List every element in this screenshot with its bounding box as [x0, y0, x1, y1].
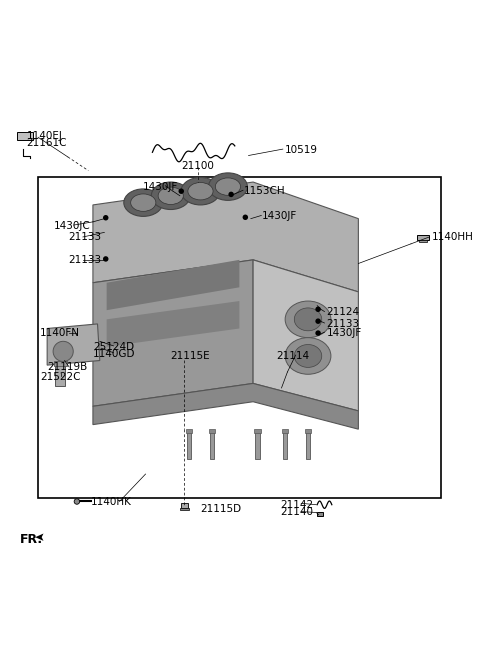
- Bar: [417, 235, 429, 240]
- Polygon shape: [47, 324, 100, 365]
- Text: 1140GD: 1140GD: [93, 349, 135, 359]
- Text: 1430JF: 1430JF: [262, 212, 298, 221]
- Polygon shape: [93, 384, 359, 429]
- Text: 21115E: 21115E: [171, 351, 210, 361]
- Text: 25124D: 25124D: [93, 342, 134, 351]
- Bar: [38, 177, 441, 498]
- Text: 10519: 10519: [285, 145, 318, 155]
- Text: FR.: FR.: [20, 533, 43, 545]
- Text: 1140EJ: 1140EJ: [26, 131, 62, 141]
- Polygon shape: [107, 301, 240, 347]
- Text: 21115D: 21115D: [201, 505, 241, 514]
- Text: 21114: 21114: [276, 351, 309, 361]
- Circle shape: [315, 319, 321, 324]
- Circle shape: [228, 192, 234, 197]
- Text: 21119B: 21119B: [47, 363, 87, 373]
- Polygon shape: [180, 509, 190, 510]
- Bar: [254, 429, 261, 433]
- Text: 21133: 21133: [68, 255, 101, 265]
- Text: 21142: 21142: [281, 500, 314, 510]
- Circle shape: [315, 330, 321, 336]
- Bar: [54, 361, 67, 366]
- Bar: [209, 429, 215, 433]
- Circle shape: [103, 215, 108, 221]
- Ellipse shape: [285, 301, 331, 338]
- Circle shape: [315, 307, 321, 312]
- Text: 1430JF: 1430JF: [143, 181, 179, 192]
- Bar: [317, 512, 323, 516]
- Bar: [55, 365, 65, 386]
- Bar: [306, 432, 310, 459]
- Bar: [419, 240, 427, 242]
- Text: 1430JC: 1430JC: [54, 221, 91, 231]
- Ellipse shape: [285, 338, 331, 374]
- Circle shape: [53, 342, 73, 361]
- Polygon shape: [35, 533, 44, 541]
- Polygon shape: [181, 503, 188, 509]
- Text: 1153CH: 1153CH: [244, 186, 286, 196]
- Ellipse shape: [188, 183, 213, 200]
- Ellipse shape: [131, 194, 156, 212]
- Text: 21133: 21133: [68, 232, 101, 242]
- Polygon shape: [253, 260, 359, 411]
- Bar: [187, 432, 192, 459]
- Circle shape: [179, 189, 184, 194]
- Ellipse shape: [181, 177, 220, 205]
- Text: 21124: 21124: [326, 307, 360, 317]
- Circle shape: [103, 256, 108, 261]
- Bar: [255, 432, 260, 459]
- Ellipse shape: [208, 173, 247, 200]
- Text: 21140: 21140: [281, 507, 313, 518]
- Bar: [282, 429, 288, 433]
- Text: 1140FN: 1140FN: [40, 328, 80, 338]
- Bar: [186, 429, 192, 433]
- Text: 1140HK: 1140HK: [91, 497, 132, 507]
- Ellipse shape: [151, 182, 190, 210]
- Text: 1430JF: 1430JF: [326, 328, 361, 338]
- Text: 21133: 21133: [326, 319, 360, 329]
- Circle shape: [74, 499, 80, 504]
- Text: 21161C: 21161C: [26, 138, 67, 148]
- Bar: [305, 429, 311, 433]
- Bar: [210, 432, 214, 459]
- Circle shape: [242, 215, 248, 220]
- Ellipse shape: [216, 178, 240, 195]
- Text: 21100: 21100: [182, 161, 215, 171]
- Text: 21522C: 21522C: [40, 372, 81, 382]
- Ellipse shape: [124, 189, 163, 216]
- Ellipse shape: [294, 308, 322, 330]
- Polygon shape: [17, 131, 33, 140]
- Polygon shape: [93, 260, 253, 406]
- Ellipse shape: [158, 187, 183, 204]
- Polygon shape: [107, 260, 240, 310]
- Bar: [283, 432, 288, 459]
- Ellipse shape: [294, 344, 322, 367]
- Text: 1140HH: 1140HH: [432, 232, 473, 242]
- Polygon shape: [93, 182, 359, 292]
